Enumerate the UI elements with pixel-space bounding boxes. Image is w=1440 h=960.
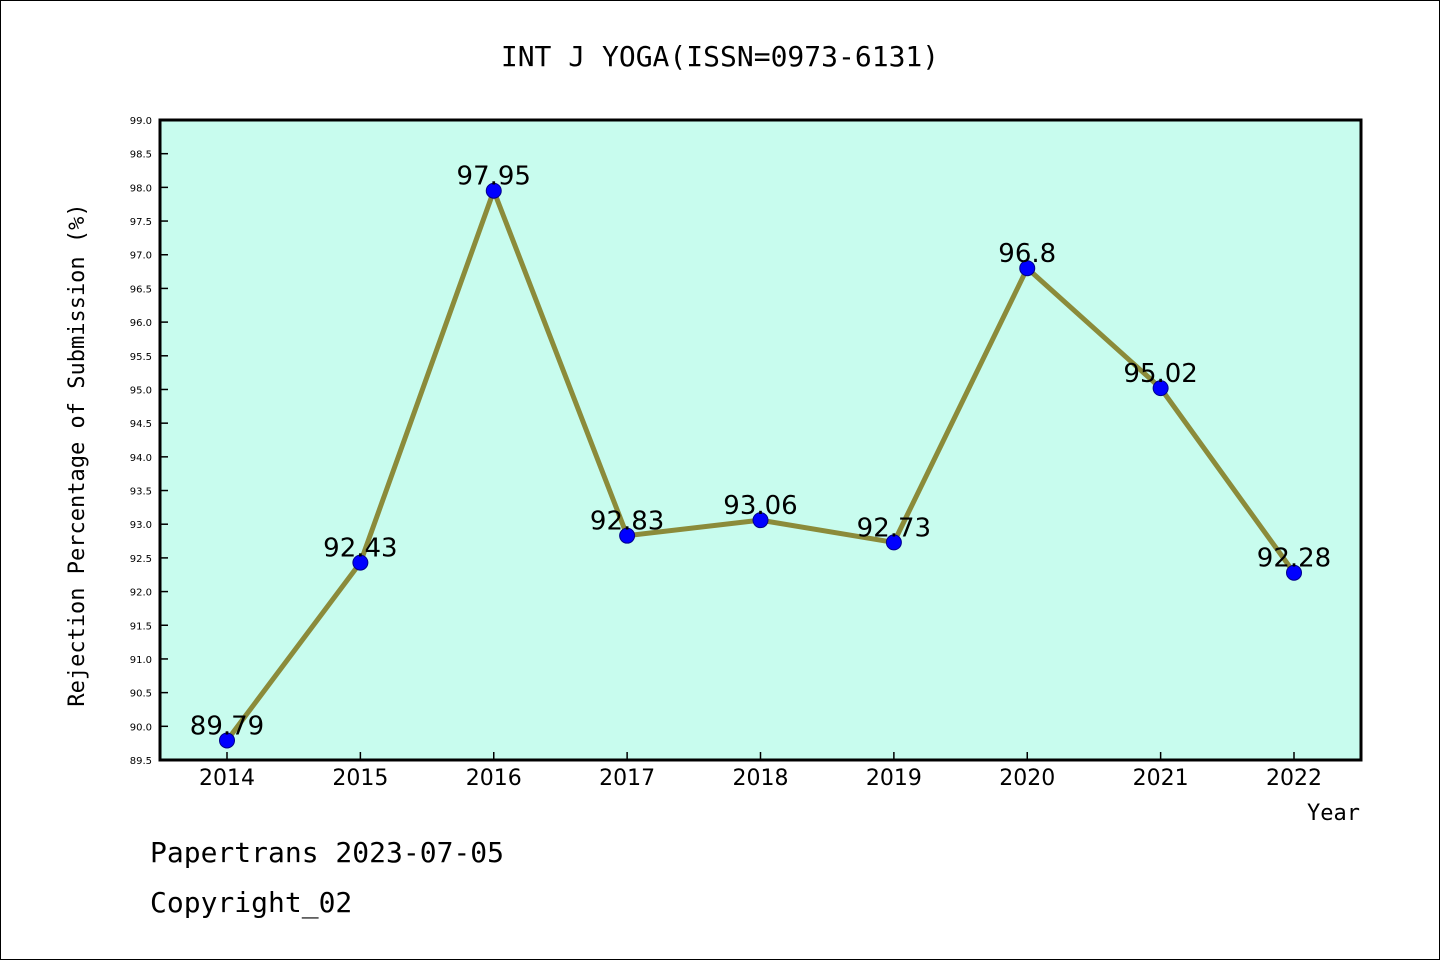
data-point [352,554,369,571]
footer-date: Papertrans 2023-07-05 [150,836,505,869]
y-tick-label: 93.5 [130,487,152,498]
data-points [219,182,1302,749]
y-tick-label: 97.0 [130,251,152,262]
data-label: 92.28 [1257,544,1331,574]
y-tick-label: 94.5 [130,419,152,430]
y-tick-label: 98.5 [130,150,152,161]
x-tick-label: 2015 [332,766,388,791]
x-tick-label: 2014 [199,766,255,791]
y-tick-label: 99.0 [130,116,152,127]
y-tick-label: 90.5 [130,689,152,700]
x-tick-label: 2016 [466,766,522,791]
data-point [219,732,235,749]
data-label: 92.83 [590,507,664,537]
y-tick-label: 98.0 [130,183,152,194]
x-tick-label: 2021 [1133,766,1189,791]
data-label: 97.95 [457,162,531,192]
data-label: 89.79 [190,711,264,741]
y-tick-label: 92.5 [130,554,152,565]
y-tick-label: 96.5 [130,284,152,295]
x-tick-label: 2018 [733,766,789,791]
data-label: 92.43 [323,534,397,564]
data-label: 92.73 [857,513,931,543]
y-axis-label: Rejection Percentage of Submission (%) [65,203,90,706]
data-labels: 89.79 92.43 97.95 92.83 93.06 92.73 96.8 95.02 9… [190,162,1331,742]
x-tick-label: 2020 [999,766,1055,791]
data-label: 96.8 [998,239,1056,269]
y-tick-label: 97.5 [130,217,152,228]
y-tick-label: 92.0 [130,588,152,599]
y-tick-label: 95.0 [130,385,152,396]
chart-title: INT J YOGA(ISSN=0973-6131) [501,40,939,73]
y-tick-label: 91.0 [130,655,152,666]
y-tick-label: 91.5 [130,621,152,632]
x-tick-label: 2019 [866,766,922,791]
data-point [619,527,636,544]
data-point [485,182,502,199]
y-tick-label: 94.0 [130,453,152,464]
data-point [1286,564,1302,581]
x-tick-label: 2022 [1266,766,1322,791]
data-point [1152,380,1169,397]
plot-area [158,118,1363,762]
x-tick-label: 2017 [599,766,655,791]
footer-copyright: Copyright_02 [150,886,353,919]
x-axis-ticks: 2014 2015 2016 2017 2018 2019 2020 2021 2022 [199,752,1322,791]
y-tick-label: 93.0 [130,520,152,531]
data-label: 93.06 [723,491,797,521]
x-axis-label: Year [1307,801,1360,826]
y-tick-label: 96.0 [130,318,152,329]
data-point [1019,260,1036,277]
data-point [885,534,902,551]
data-point [752,512,769,529]
y-axis-ticks: 89.5 90.0 90.5 91.0 91.5 92.0 92.5 93.0 93.5 94.0… [130,116,168,767]
data-label: 95.02 [1123,359,1197,389]
y-tick-label: 89.5 [130,756,152,767]
y-tick-label: 95.5 [130,352,152,363]
y-tick-label: 90.0 [130,722,152,733]
